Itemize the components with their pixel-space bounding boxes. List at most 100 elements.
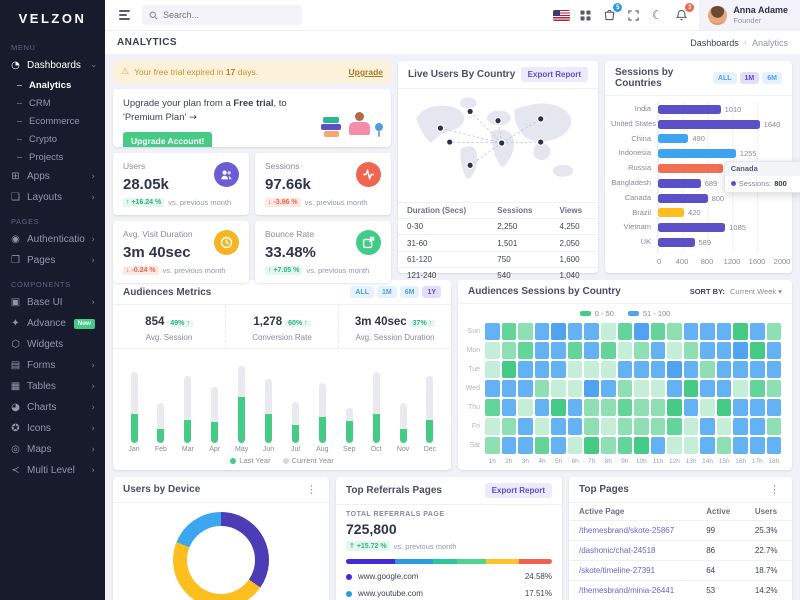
heatmap-cell[interactable] [750,361,765,378]
sidebar-item-authentication[interactable]: ◉ Authentication › [0,229,105,250]
heatmap-cell[interactable] [766,323,782,340]
filter-button-1m[interactable]: 1M [739,72,760,84]
filter-button-all[interactable]: ALL [712,72,737,84]
heatmap-cell[interactable] [667,380,682,397]
heatmap-cell[interactable] [567,361,583,378]
heatmap-cell[interactable] [667,399,682,416]
hamburger-menu-icon[interactable] [115,6,134,24]
heatmap-cell[interactable] [551,323,566,340]
app-logo[interactable]: VELZON [18,11,87,26]
sidebar-item-maps[interactable]: ◎ Maps › [0,439,105,460]
heatmap-cell[interactable] [600,323,616,340]
heatmap-cell[interactable] [683,323,699,340]
heatmap-cell[interactable] [634,418,649,435]
heatmap-cell[interactable] [600,342,616,359]
heatmap-cell[interactable] [518,323,533,340]
sidebar-subitem-crypto[interactable]: Crypto [0,130,105,148]
heatmap-cell[interactable] [766,380,782,397]
sidebar-item-layouts[interactable]: ❏ Layouts › [0,187,105,208]
heatmap-cell[interactable] [584,437,599,454]
heatmap-cell[interactable] [518,380,533,397]
heatmap-cell[interactable] [716,342,732,359]
heatmap-cell[interactable] [716,399,732,416]
heatmap-cell[interactable] [634,323,649,340]
heatmap-cell[interactable] [617,361,633,378]
heatmap-cell[interactable] [485,361,500,378]
heatmap-cell[interactable] [700,342,715,359]
heatmap-cell[interactable] [501,361,517,378]
heatmap-cell[interactable] [750,399,765,416]
referral-row[interactable]: www.google.com 24.58% [346,568,552,585]
heatmap-cell[interactable] [485,323,500,340]
heatmap-cell[interactable] [567,418,583,435]
heatmap-cell[interactable] [650,361,666,378]
search-input[interactable] [163,10,295,20]
sidebar-item-widgets[interactable]: ⬡ Widgets [0,334,105,355]
heatmap-cell[interactable] [733,437,748,454]
heatmap-cell[interactable] [584,323,599,340]
heatmap-cell[interactable] [634,342,649,359]
heatmap-cell[interactable] [485,342,500,359]
heatmap-cell[interactable] [584,399,599,416]
heatmap-cell[interactable] [501,418,517,435]
heatmap-cell[interactable] [650,380,666,397]
heatmap-cell[interactable] [650,342,666,359]
sort-by-dropdown[interactable]: Current Week ▾ [730,287,782,296]
heatmap-cell[interactable] [683,399,699,416]
heatmap-cell[interactable] [567,380,583,397]
heatmap-cell[interactable] [567,342,583,359]
heatmap-cell[interactable] [683,361,699,378]
heatmap-cell[interactable] [683,418,699,435]
heatmap-cell[interactable] [584,361,599,378]
heatmap-cell[interactable] [551,437,566,454]
heatmap-cell[interactable] [634,437,649,454]
sidebar-item-dashboards[interactable]: ◔ Dashboards › [0,55,105,76]
heatmap-cell[interactable] [750,323,765,340]
heatmap-cell[interactable] [750,342,765,359]
heatmap-cell[interactable] [750,437,765,454]
heatmap-cell[interactable] [733,342,748,359]
export-report-button[interactable]: Export Report [520,67,588,82]
heatmap-cell[interactable] [501,380,517,397]
heatmap-cell[interactable] [667,342,682,359]
heatmap-cell[interactable] [501,323,517,340]
sidebar-item-apps[interactable]: ⊞ Apps › [0,166,105,187]
heatmap-cell[interactable] [733,380,748,397]
heatmap-cell[interactable] [700,418,715,435]
heatmap-cell[interactable] [567,323,583,340]
more-menu-icon[interactable]: ⋮ [306,483,317,496]
sidebar-item-pages[interactable]: ❐ Pages › [0,250,105,271]
heatmap-cell[interactable] [750,380,765,397]
sidebar-item-base-ui[interactable]: ▣ Base UI › [0,292,105,313]
filter-button-1y[interactable]: 1Y [422,286,441,298]
heatmap-cell[interactable] [600,399,616,416]
heatmap-cell[interactable] [600,418,616,435]
sidebar-subitem-crm[interactable]: CRM [0,94,105,112]
heatmap-cell[interactable] [600,361,616,378]
heatmap-cell[interactable] [700,399,715,416]
heatmap-cell[interactable] [634,380,649,397]
heatmap-cell[interactable] [716,323,732,340]
user-menu[interactable]: Anna Adame Founder [699,0,800,30]
heatmap-cell[interactable] [634,399,649,416]
heatmap-cell[interactable] [534,399,550,416]
heatmap-cell[interactable] [766,437,782,454]
cart-button[interactable]: 5 [597,3,623,27]
heatmap-cell[interactable] [617,437,633,454]
heatmap-cell[interactable] [716,418,732,435]
heatmap-cell[interactable] [584,380,599,397]
heatmap-cell[interactable] [534,361,550,378]
filter-button-6m[interactable]: 6M [762,72,782,84]
heatmap-cell[interactable] [617,418,633,435]
heatmap-cell[interactable] [733,418,748,435]
heatmap-cell[interactable] [650,399,666,416]
heatmap-cell[interactable] [650,418,666,435]
page-link[interactable]: /themesbrand/skote-25867 [569,520,697,541]
page-link[interactable]: /dashonic/chat-24518 [569,540,697,561]
export-report-button[interactable]: Export Report [484,483,552,498]
heatmap-cell[interactable] [518,342,533,359]
heatmap-cell[interactable] [551,399,566,416]
search-box[interactable] [142,5,302,25]
breadcrumb-item[interactable]: Dashboards [690,37,739,48]
referral-row[interactable]: www.youtube.com 17.51% [346,585,552,600]
